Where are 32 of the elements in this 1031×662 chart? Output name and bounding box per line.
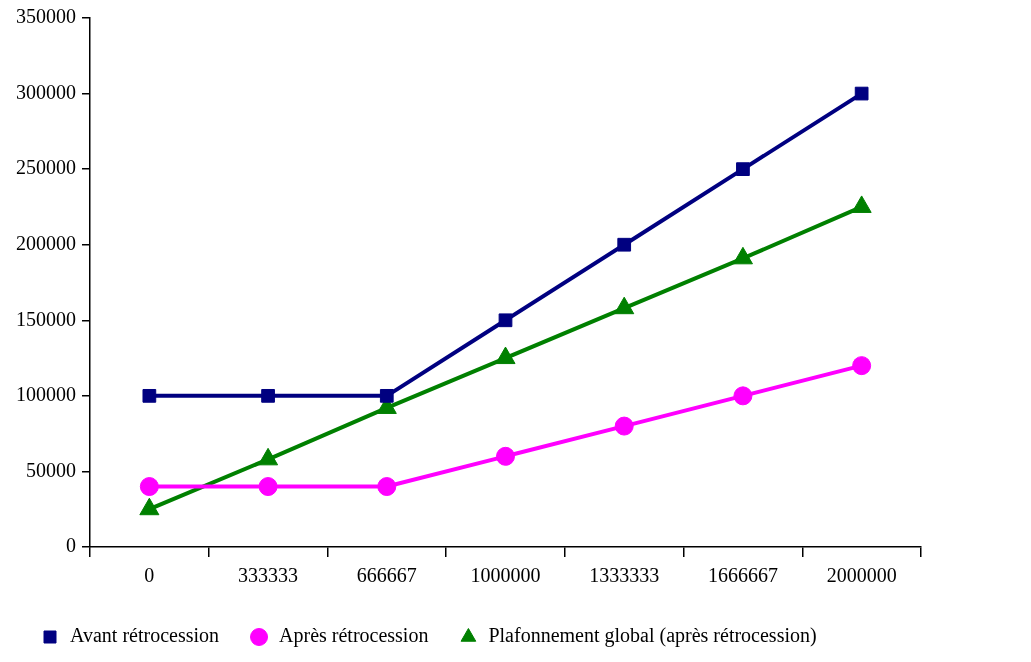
- point: [733, 386, 753, 406]
- y-tick-label: 50000: [26, 458, 76, 481]
- point: [142, 388, 157, 403]
- y-tick-label: 100000: [16, 383, 76, 406]
- x-tick-label: 1333333: [589, 564, 660, 587]
- legend-label: Plafonnement global (après rétrocession): [488, 624, 817, 648]
- point: [736, 162, 750, 177]
- x-tick-label: 666667: [356, 564, 417, 587]
- point: [852, 356, 872, 376]
- x-tick-label: 2000000: [826, 564, 897, 587]
- x-tick-label: 1666667: [707, 564, 778, 587]
- legend-label: Après rétrocession: [279, 624, 429, 648]
- point: [854, 86, 869, 101]
- y-tick-label: 200000: [16, 231, 76, 254]
- legend-label: Avant rétrocession: [70, 624, 220, 647]
- x-tick-label: 0: [144, 564, 155, 587]
- point: [498, 313, 513, 328]
- point: [496, 446, 515, 466]
- point: [379, 388, 394, 403]
- point: [617, 237, 632, 252]
- point: [377, 477, 397, 497]
- y-tick-label: 0: [66, 534, 76, 557]
- y-tick-label: 350000: [16, 5, 76, 28]
- point: [139, 477, 159, 497]
- y-tick-label: 150000: [16, 307, 76, 330]
- point: [258, 477, 278, 497]
- x-tick-label: 333333: [238, 564, 299, 587]
- x-tick-label: 1000000: [470, 564, 541, 587]
- y-tick-label: 250000: [16, 156, 76, 179]
- point: [614, 416, 634, 436]
- point: [261, 388, 275, 403]
- y-tick-label: 300000: [16, 80, 76, 103]
